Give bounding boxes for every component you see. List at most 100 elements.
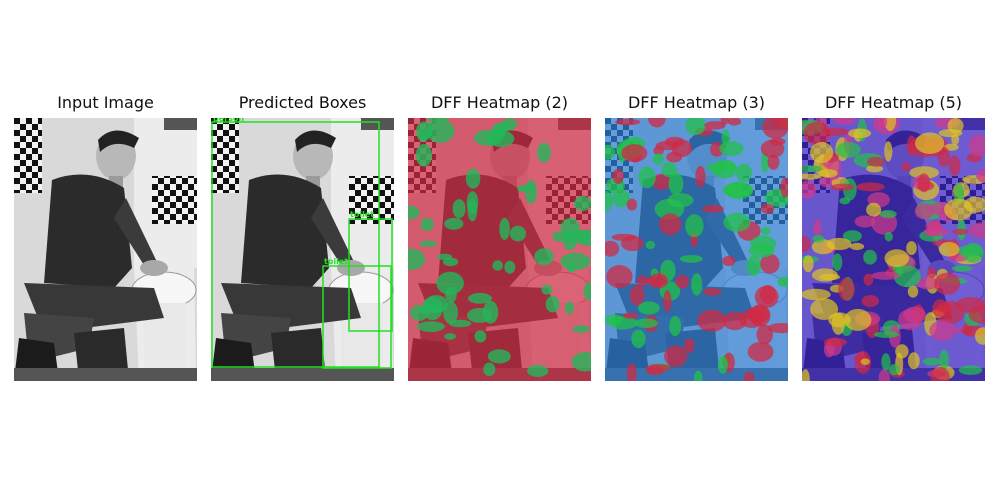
heatmap-blob [637,301,660,315]
heatmap-blob [884,249,910,268]
heatmap-blob [679,255,703,263]
heatmap-blob [710,142,724,157]
heatmap-blob [427,118,449,122]
heatmap-blob [802,180,817,199]
heatmap-blob [938,242,960,257]
heatmap-blob [574,196,591,211]
heatmap-blob [727,118,742,126]
heatmap-blob [717,356,728,374]
heatmap-blob [647,118,666,128]
heatmap-blob [417,130,430,142]
heatmap-blob [631,329,646,349]
heatmap-blob [621,144,648,163]
heatmap-blob [645,240,656,250]
dff-heatmap-2-image [408,118,591,381]
heatmap-blob [747,341,774,362]
heatmap-blob [925,221,942,233]
heatmap-blob [645,366,664,376]
heatmap-blob [420,218,434,231]
panel-dff-heatmap-5: DFF Heatmap (5) [802,91,985,381]
heatmap-blob [856,182,885,192]
heatmap-blob [634,318,658,328]
heatmap-blob [474,330,487,343]
heatmap-blob [443,301,458,324]
heatmap-blob [955,297,985,313]
heatmap-blob [937,146,950,167]
bounding-box-person [211,121,380,368]
heatmap-blob [425,119,455,143]
heatmap-blob [952,228,969,235]
heatmap-blob [813,219,822,237]
heatmap-blob [408,248,425,270]
heatmap-blob [917,173,931,193]
heatmap-blob [909,166,939,179]
heatmap-blob [605,240,620,257]
heatmap-blob [901,161,911,172]
heatmap-blob [646,277,658,285]
heatmap-blob [483,362,496,377]
heatmap-blob [722,182,753,198]
heatmap-blob [893,265,921,288]
heatmap-blob [509,225,526,242]
heatmap-blob [669,315,682,337]
heatmap-blob [667,193,694,208]
heatmap-blob [760,253,780,274]
heatmap-blob [541,284,553,295]
heatmap-blob [452,199,466,219]
heatmap-blob [839,197,851,205]
heatmap-blob [922,357,942,366]
heatmap-blob [622,312,639,319]
heatmap-blob [947,118,964,134]
heatmap-blob [473,129,504,146]
heatmap-blob [802,165,823,173]
heatmap-blob [848,128,872,139]
heatmap-blob [444,217,464,230]
heatmap-blob [626,363,637,381]
heatmap-blob [860,358,870,365]
heatmap-blob [932,299,949,318]
heatmap-blob [417,321,445,332]
heatmap-blob [802,173,822,180]
heatmap-blob [659,213,682,236]
heatmap-blob [422,296,443,321]
panel-title: Predicted Boxes [238,93,367,112]
heatmap-blob [572,325,590,333]
heatmap-blob [811,268,838,282]
heatmap-blob [750,235,777,252]
heatmap-blob [838,277,855,301]
heatmap-blob [907,352,920,370]
heatmap-blob [903,306,926,323]
heatmap-blob [694,370,703,381]
heatmap-blob [780,177,788,198]
heatmap-blob [754,285,779,308]
heatmap-blob [691,273,703,296]
heatmap-blob [884,141,893,162]
heatmap-blob [606,265,633,289]
heatmap-blob [761,227,771,235]
panel-dff-heatmap-2: DFF Heatmap (2) [408,91,591,381]
heatmap-blob [612,189,630,208]
heatmap-blob [951,133,960,146]
heatmap-blob [957,245,982,257]
heatmap-blob [863,273,874,286]
heatmap-blob [884,118,897,131]
heatmap-blob [638,166,656,189]
heatmap-blob [968,134,985,157]
heatmap-blob [939,349,949,370]
heatmap-blob [944,143,959,151]
heatmap-blob [866,202,882,217]
heatmap-blob [563,229,591,244]
heatmap-blob [861,295,879,308]
heatmap-blob [675,274,690,289]
heatmap-blob [810,141,834,164]
heatmap-blob [915,132,945,154]
input-image [14,118,197,381]
heatmap-blob [704,121,726,130]
heatmap-blob [685,118,706,136]
heatmap-blob [571,352,591,372]
panel-title: DFF Heatmap (2) [430,93,569,112]
heatmap-blob [951,265,973,272]
heatmap-blob [916,277,940,290]
heatmap-blob [976,169,985,183]
panel-title: DFF Heatmap (5) [824,93,963,112]
